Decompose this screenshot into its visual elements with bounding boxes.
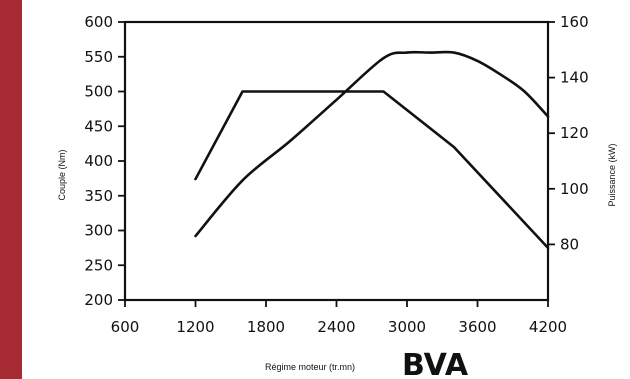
y2-tick-label: 120: [560, 124, 589, 142]
x-tick-label: 1200: [176, 318, 214, 336]
y-tick-label: 200: [84, 291, 113, 309]
y2-tick-label: 140: [560, 69, 589, 87]
y-axis-left-label: Couple (Nm): [57, 149, 67, 200]
y-tick-label: 450: [84, 117, 113, 135]
series-group: [194, 50, 550, 250]
chart-caption: BVA: [402, 348, 469, 379]
x-tick-label: 4200: [529, 318, 567, 336]
y-tick-label: 250: [84, 256, 113, 274]
x-axis-label: Régime moteur (tr.mn): [265, 362, 355, 372]
x-tick-label: 600: [111, 318, 140, 336]
x-tick-label: 3000: [388, 318, 426, 336]
y2-tick-label: 160: [560, 13, 589, 31]
y-axis-right-ticks: 80 100 120 140 160: [548, 13, 589, 253]
x-tick-label: 3600: [458, 318, 496, 336]
series-line-puissance: [194, 50, 550, 238]
x-tick-label: 2400: [317, 318, 355, 336]
y-tick-label: 300: [84, 222, 113, 240]
y-tick-label: 600: [84, 13, 113, 31]
y2-tick-label: 80: [560, 235, 579, 253]
y-axis-right-label: Puissance (kW): [607, 143, 617, 206]
y-tick-label: 550: [84, 48, 113, 66]
y-tick-label: 350: [84, 187, 113, 205]
y-axis-left-ticks: 200 250 300 350 400 450 500 550 600: [84, 13, 125, 309]
left-accent-bar: [0, 0, 22, 379]
x-tick-label: 1800: [247, 318, 285, 336]
y-tick-label: 500: [84, 83, 113, 101]
y-tick-label: 400: [84, 152, 113, 170]
series-line-couple: [194, 90, 550, 250]
y2-tick-label: 100: [560, 180, 589, 198]
x-axis-ticks: 600 1200 1800 2400 3000 3600 4200: [111, 300, 567, 336]
